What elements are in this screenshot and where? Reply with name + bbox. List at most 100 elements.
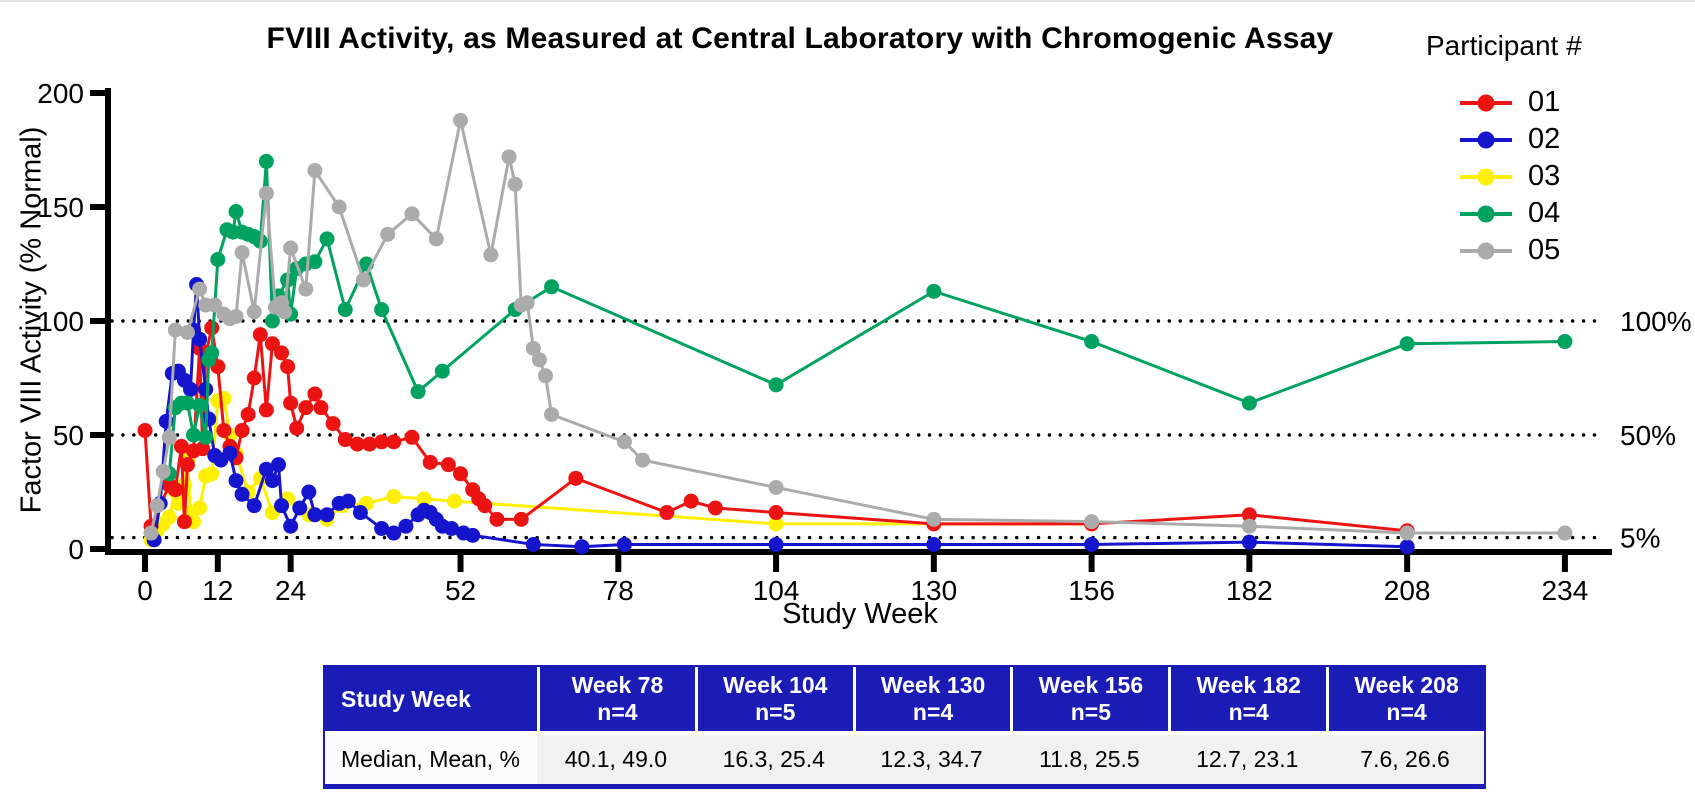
table-value-cell: 16.3, 25.4 — [694, 735, 853, 784]
table-header-cell: Week 182 n=4 — [1168, 667, 1326, 731]
data-point — [477, 498, 493, 514]
data-point — [307, 163, 323, 179]
data-point — [161, 429, 177, 445]
summary-table-row: Median, Mean, % 40.1, 49.0 16.3, 25.4 12.3,… — [325, 735, 1484, 784]
legend-label: 01 — [1528, 86, 1561, 118]
data-point — [240, 406, 256, 422]
data-point — [465, 527, 481, 543]
y-tick-label: 200 — [37, 78, 84, 109]
data-point — [446, 493, 462, 509]
data-point — [1241, 518, 1257, 534]
legend-dot-icon — [1477, 94, 1495, 111]
x-tick-label: 104 — [753, 575, 800, 606]
data-point — [319, 231, 335, 247]
data-point — [386, 525, 402, 541]
data-point — [222, 445, 238, 461]
x-tick-label: 182 — [1226, 575, 1273, 606]
data-point — [216, 391, 232, 407]
data-point — [264, 313, 280, 329]
data-point — [1399, 336, 1415, 352]
data-point — [204, 320, 220, 336]
data-point — [283, 518, 299, 534]
data-point — [246, 370, 262, 386]
legend-marker-icon — [1460, 205, 1512, 222]
data-point — [258, 185, 274, 201]
data-point — [264, 336, 280, 352]
data-point — [513, 511, 529, 527]
data-point — [228, 308, 244, 324]
data-point — [659, 505, 675, 521]
data-point — [768, 479, 784, 495]
data-point — [1557, 334, 1573, 350]
data-point — [453, 112, 469, 128]
legend-dot-icon — [1477, 205, 1495, 222]
data-point — [544, 279, 560, 295]
data-point — [1399, 539, 1415, 555]
data-point — [544, 406, 560, 422]
data-point — [176, 514, 192, 530]
data-point — [568, 470, 584, 486]
table-header-week: Week 208 — [1354, 672, 1459, 698]
y-axis-title: Factor VIII Activity (% Normal) — [15, 126, 48, 514]
data-point — [1084, 334, 1100, 350]
x-tick-label: 24 — [275, 575, 306, 606]
data-point — [274, 498, 290, 514]
reference-line-label: 100% — [1620, 306, 1692, 337]
legend-marker-icon — [1460, 242, 1512, 259]
y-tick-label: 0 — [68, 534, 84, 565]
legend-entry-05: 05 — [1418, 232, 1658, 269]
table-value-cell: 12.3, 34.7 — [852, 735, 1011, 784]
x-tick-label: 52 — [445, 575, 476, 606]
legend-entry-03: 03 — [1418, 158, 1658, 195]
data-point — [301, 484, 317, 500]
data-point — [1241, 507, 1257, 523]
data-point — [683, 493, 699, 509]
data-point — [422, 454, 438, 470]
data-point — [283, 395, 299, 411]
x-tick-label: 0 — [137, 575, 153, 606]
series-line-04 — [167, 161, 1565, 474]
data-point — [340, 493, 356, 509]
data-point — [258, 461, 274, 477]
series-line-05 — [149, 120, 1565, 535]
data-point — [246, 304, 262, 320]
table-header-week: Week 78 — [571, 672, 664, 698]
data-point — [307, 386, 323, 402]
x-tick-label: 208 — [1384, 575, 1431, 606]
data-point — [443, 520, 459, 536]
table-header-week: Week 130 — [880, 672, 986, 698]
data-point — [337, 432, 353, 448]
data-point — [1084, 536, 1100, 552]
data-point — [186, 427, 202, 443]
data-point — [137, 422, 153, 438]
data-point — [216, 422, 232, 438]
data-point — [207, 297, 223, 313]
legend-dot-icon — [1477, 242, 1495, 259]
data-point — [307, 507, 323, 523]
data-point — [252, 327, 268, 343]
series-04 — [161, 153, 1573, 482]
data-point — [307, 254, 323, 270]
data-point — [210, 251, 226, 267]
table-header-n: n=4 — [1228, 699, 1269, 725]
data-point — [525, 536, 541, 552]
series-05 — [143, 112, 1573, 541]
data-point — [298, 281, 314, 297]
data-point — [616, 536, 632, 552]
table-header-n: n=4 — [597, 699, 638, 725]
data-point — [635, 452, 651, 468]
y-tick-label: 100 — [37, 306, 84, 337]
data-point — [198, 429, 214, 445]
data-point — [298, 400, 314, 416]
data-point — [337, 302, 353, 318]
series-01 — [137, 320, 1415, 539]
data-point — [192, 281, 208, 297]
data-point — [143, 525, 159, 541]
data-point — [374, 434, 390, 450]
table-header-study-week: Study Week — [341, 685, 471, 712]
summary-table-header: Study Week Week 78 n=4 Week 104 n=5 Week 130 n… — [325, 667, 1484, 731]
data-point — [768, 377, 784, 393]
table-header-week: Week 156 — [1038, 672, 1144, 698]
legend-entry-01: 01 — [1418, 84, 1658, 121]
